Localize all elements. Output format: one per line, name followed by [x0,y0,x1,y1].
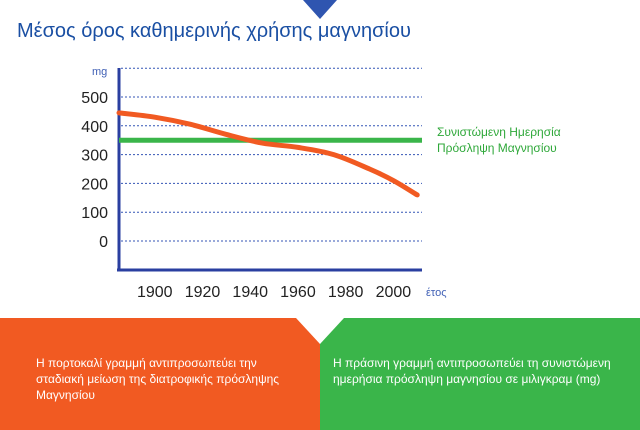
green-line-description: Η πράσινη γραμμή αντιπροσωπεύει τη συνισ… [333,356,611,386]
recommended-intake-label-line-2: Πρόσληψη Μαγνησίου [437,141,557,155]
dietary-intake-line [116,110,420,198]
recommended-intake-label-line-1: Συνιστώμενη Ημερησία [437,125,561,139]
x-tick-label: 1980 [328,284,364,301]
top-arrow-pointer-icon [303,0,337,19]
x-tick-label: 2000 [376,284,412,301]
x-tick-label: 1920 [185,284,221,301]
x-axis-unit-label: έτος [426,287,447,299]
x-tick-label: 1960 [280,284,316,301]
y-tick-label: 0 [99,234,108,251]
footer-panel: Η πορτοκαλί γραμμή αντιπροσωπεύει την στ… [0,318,640,430]
line-chart: 500 400 300 200 100 0 1900 1920 1940 1960 1980 200… [81,66,561,301]
y-tick-label: 300 [81,148,108,165]
orange-line-description: Η πορτοκαλί γραμμή αντιπροσωπεύει την στ… [36,356,280,402]
y-axis-unit-label: mg [92,66,107,78]
grid-lines [121,67,422,271]
footer-orange-panel [0,318,320,430]
y-axis-ticks: 500 400 300 200 100 0 [81,90,108,251]
chart-title: Μέσος όρος καθημερινής χρήσης μαγνησίου [17,20,411,42]
footer-green-panel [320,318,640,430]
y-tick-label: 500 [81,90,108,107]
series-layer [116,110,422,198]
y-tick-label: 200 [81,176,108,193]
x-axis-ticks: 1900 1920 1940 1960 1980 2000 [137,284,411,301]
x-tick-label: 1940 [232,284,268,301]
footer-background [0,318,640,430]
x-tick-label: 1900 [137,284,173,301]
y-tick-label: 100 [81,205,108,222]
y-tick-label: 400 [81,119,108,136]
